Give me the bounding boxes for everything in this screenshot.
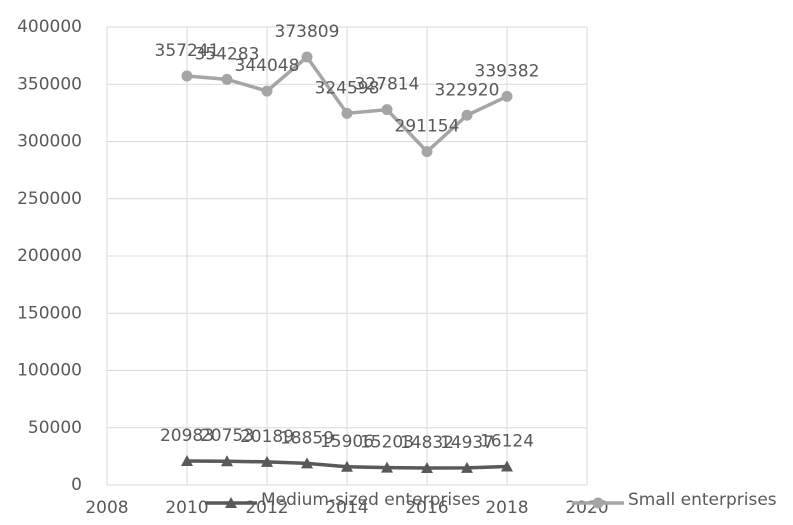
x-tick-label: 2018 — [485, 498, 528, 518]
data-point — [461, 109, 473, 121]
data-label: 14937 — [440, 433, 494, 453]
legend-marker — [225, 497, 237, 508]
x-tick-label: 2016 — [405, 498, 448, 518]
data-label: 327814 — [355, 75, 420, 95]
data-label: 291154 — [395, 117, 460, 137]
y-tick-label: 100000 — [17, 361, 82, 381]
data-label: 357241 — [155, 41, 220, 61]
y-tick-label: 350000 — [17, 74, 82, 94]
data-label: 15906 — [320, 432, 374, 452]
data-point — [341, 460, 353, 472]
data-point — [261, 455, 273, 467]
data-label: 20189 — [240, 427, 294, 447]
data-label: 354283 — [195, 44, 260, 64]
data-point — [181, 454, 193, 466]
data-point — [221, 73, 233, 85]
data-label: 20753 — [200, 426, 254, 446]
data-label: 324598 — [315, 78, 380, 98]
data-point — [301, 51, 313, 63]
y-tick-label: 50000 — [28, 418, 82, 438]
data-label: 18859 — [280, 428, 334, 448]
x-tick-label: 2008 — [85, 498, 128, 518]
x-tick-label: 2010 — [165, 498, 208, 518]
data-label: 344048 — [235, 56, 300, 76]
data-label: 20983 — [160, 426, 214, 446]
data-point — [381, 104, 393, 116]
y-tick-label: 0 — [71, 475, 82, 495]
data-label: 16124 — [480, 432, 534, 452]
data-point — [461, 461, 473, 473]
y-tick-label: 400000 — [17, 17, 82, 37]
data-point — [381, 461, 393, 473]
data-label: 339382 — [475, 61, 540, 81]
legend-marker — [592, 497, 604, 509]
data-point — [181, 70, 193, 82]
x-tick-label: 2014 — [325, 498, 368, 518]
data-point — [341, 107, 353, 119]
data-label: 322920 — [435, 80, 500, 100]
y-tick-label: 300000 — [17, 132, 82, 152]
data-point — [421, 146, 433, 158]
data-point — [501, 460, 513, 472]
data-point — [421, 462, 433, 474]
legend-label: Small enterprises — [628, 490, 777, 510]
data-point — [301, 457, 313, 469]
data-point — [221, 455, 233, 467]
y-tick-label: 150000 — [17, 303, 82, 323]
data-label: 15203 — [360, 433, 414, 453]
y-tick-label: 200000 — [17, 246, 82, 266]
data-point — [261, 85, 273, 97]
data-label: 373809 — [275, 22, 340, 42]
y-tick-label: 250000 — [17, 189, 82, 209]
legend-label: Medium-sized enterprises — [261, 490, 480, 510]
data-label: 14832 — [400, 433, 454, 453]
data-point — [501, 90, 513, 102]
